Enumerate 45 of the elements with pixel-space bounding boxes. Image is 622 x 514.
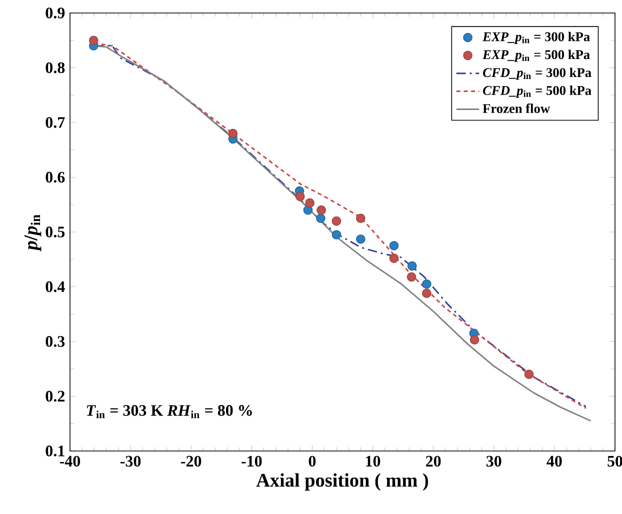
y-tick-label: 0.3	[46, 336, 65, 347]
point	[332, 216, 342, 226]
legend-label: Frozen flow	[482, 104, 550, 114]
legend-label: EXP_p$_{in}$ = 300 kPa	[482, 32, 590, 44]
x-axis-title: Axial position ( mm )	[256, 473, 428, 491]
point	[295, 192, 305, 202]
point	[524, 370, 534, 380]
x-tick-label: -20	[181, 456, 202, 467]
y-tick-label: 0.1	[46, 446, 64, 456]
y-tick-label: 0.6	[46, 172, 65, 183]
x-tick-label: 10	[366, 456, 380, 467]
x-tick-label: -10	[242, 456, 262, 467]
point	[422, 279, 432, 289]
annotation: T$_{in}$ = 303 K RH$_{in}$ = 80 %	[86, 405, 252, 418]
x-tick-label: -40	[60, 456, 80, 467]
x-tick-label: 40	[546, 456, 562, 467]
point	[470, 335, 480, 345]
point	[389, 254, 399, 263]
point	[356, 214, 366, 223]
y-tick-label: 0.7	[46, 117, 65, 128]
point	[332, 230, 342, 240]
point	[356, 234, 366, 244]
point	[407, 261, 417, 271]
point	[88, 36, 98, 46]
x-tick-label: 20	[426, 456, 441, 467]
x-tick-label: 50	[608, 456, 622, 467]
point	[228, 128, 238, 138]
point	[406, 272, 416, 282]
y-tick-label: 0.4	[46, 281, 65, 292]
legend-label: CFD_p$_{in}$ = 500 kPa	[483, 86, 592, 98]
x-tick-label: -30	[120, 456, 141, 467]
legend-label: CFD_p$_{in}$ = 300 kPa	[483, 68, 592, 80]
y-axis-title: p/p$_{in}$	[24, 214, 42, 252]
y-tick-label: 0.9	[46, 8, 65, 18]
point	[305, 198, 314, 208]
y-tick-label: 0.5	[46, 226, 65, 238]
point	[316, 214, 326, 223]
y-tick-label: 0.8	[46, 62, 65, 74]
legend-label: EXP_p$_{in}$ = 500 kPa	[482, 50, 590, 62]
x-tick-label: 0	[308, 456, 316, 467]
point	[316, 205, 326, 215]
y-tick-label: 0.2	[46, 390, 64, 402]
x-tick-label: 30	[486, 456, 502, 467]
point	[422, 288, 432, 298]
point	[389, 241, 399, 250]
